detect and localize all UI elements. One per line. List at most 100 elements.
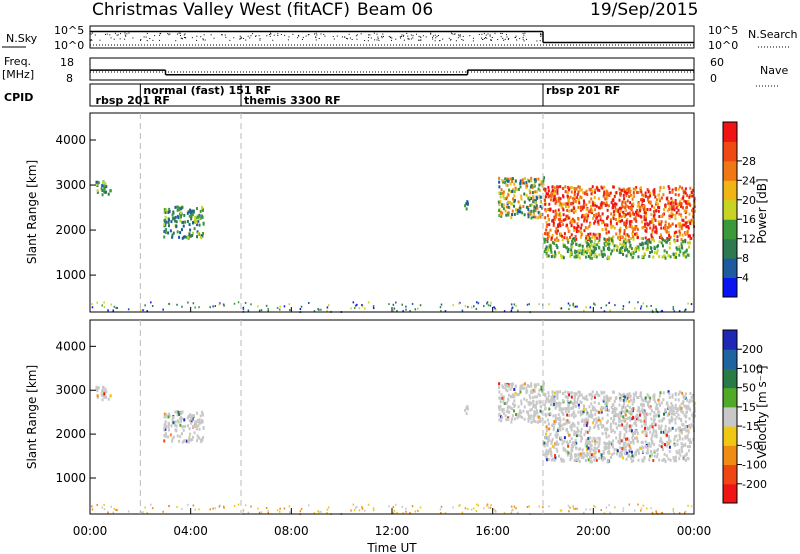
velocity-cell [669,428,672,432]
velocity-cell [181,440,184,444]
velocity-cell [607,442,610,446]
power-cell [674,213,677,217]
power-ground-cell [361,305,364,308]
velocity-cell [572,415,575,419]
power-cell [617,208,620,212]
power-cell [200,234,203,238]
colorbar-label: -50 [742,439,760,452]
velocity-cell [594,412,597,416]
y-tick-label: 3000 [55,383,86,397]
velocity-cell [658,410,661,414]
velocity-cell [164,435,167,439]
power-cell [670,207,673,211]
velocity-cell [628,424,631,428]
power-cell [178,235,181,239]
velocity-cell [628,400,631,404]
power-cell [655,198,658,202]
velocity-cell [174,410,177,414]
velocity-cell [507,410,510,414]
power-cell [629,244,632,248]
power-ground-cell [594,303,596,306]
velocity-cell [101,394,104,398]
velocity-cell [582,396,585,400]
power-cell [543,198,546,202]
cpid-name: normal (fast) 151 RF [143,84,271,97]
nsearch-label: N.Search [748,28,798,41]
velocity-cell [558,426,561,430]
power-ground-cell [655,308,657,311]
velocity-cell [535,395,538,399]
power-cell [641,193,644,197]
velocity-cell [653,449,656,453]
power-cell [634,215,637,219]
power-ground-cell [572,302,575,305]
nsearch-dot [284,34,286,36]
velocity-cell [597,410,600,414]
velocity-cell [661,442,664,446]
power-cell [682,196,685,200]
power-cell [520,194,523,198]
velocity-ground-cell [510,505,513,508]
power-cell [613,202,616,206]
velocity-cell [541,417,544,421]
power-cell [642,194,645,198]
power-cell [190,215,193,219]
power-cell [613,213,616,217]
power-cell [654,195,657,199]
velocity-cell [690,423,693,427]
power-cell [664,227,667,231]
velocity-cell [638,410,641,414]
power-cell [674,193,677,197]
velocity-cell [561,392,564,396]
velocity-cell [599,419,602,423]
velocity-cell [564,422,567,426]
power-cell [577,185,580,189]
power-cell [519,206,522,210]
power-cell [575,237,578,241]
nsearch-dot [519,38,521,40]
velocity-cell [671,417,674,421]
y-tick-label: 1000 [55,268,86,282]
nsearch-dot [250,35,252,37]
power-cell [673,231,676,235]
velocity-cell [644,421,647,425]
velocity-cell [603,397,606,401]
power-cell [513,194,516,198]
power-cell [594,246,597,250]
velocity-cell [674,457,677,461]
velocity-cell [593,458,596,462]
power-cell [567,238,570,242]
velocity-cell [188,419,191,423]
power-cell [552,218,555,222]
velocity-cell [682,394,685,398]
x-tick-label: 12:00 [375,524,410,538]
velocity-ground-cell [142,511,144,514]
nave-label: Nave [760,64,788,77]
power-cell [626,199,629,203]
nsearch-dot [506,36,508,38]
power-ground-cell [642,302,645,305]
nsearch-dot [213,37,215,39]
power-cell [512,197,515,201]
velocity-cell [587,458,590,462]
nsearch-dot [419,36,421,38]
velocity-cell [653,411,656,415]
velocity-ground-cell [361,507,364,510]
power-cell [526,178,529,182]
power-cell [560,256,563,260]
velocity-cell [577,410,580,414]
velocity-cell [198,427,201,431]
velocity-cell [665,454,668,458]
velocity-cell [636,448,639,452]
power-cell [675,211,678,215]
power-cell [651,218,654,222]
velocity-cell [507,417,510,421]
velocity-cell [535,409,538,413]
power-cell [589,232,592,236]
velocity-cell [674,421,677,425]
nsearch-dot [439,40,441,42]
power-cell [655,229,658,233]
power-cell [665,240,668,244]
power-cell [591,200,594,204]
power-cell [583,229,586,233]
